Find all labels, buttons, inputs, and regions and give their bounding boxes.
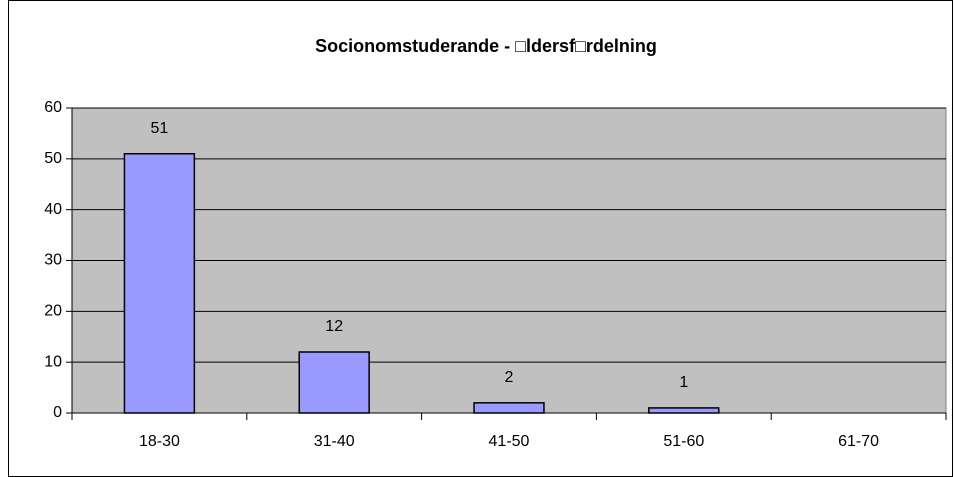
data-label: 51 <box>151 120 169 137</box>
data-label: 1 <box>679 374 688 391</box>
x-tick-label: 61-70 <box>838 433 879 450</box>
bar <box>123 153 196 414</box>
y-tick-label: 30 <box>44 252 62 269</box>
data-label: 2 <box>505 369 514 386</box>
x-tick-label: 41-50 <box>489 433 530 450</box>
bar <box>648 407 720 414</box>
y-tick-label: 60 <box>44 99 62 116</box>
x-tick-label: 18-30 <box>139 433 180 450</box>
bar <box>298 351 370 414</box>
y-tick-label: 50 <box>44 150 62 167</box>
y-tick-label: 0 <box>53 404 62 421</box>
x-tick-label: 31-40 <box>314 433 355 450</box>
x-tick-label: 51-60 <box>663 433 704 450</box>
y-tick-label: 10 <box>44 353 62 370</box>
y-tick-label: 40 <box>44 201 62 218</box>
y-tick-label: 20 <box>44 303 62 320</box>
data-label: 12 <box>325 318 343 335</box>
chart-title: Socionomstuderande - □ldersf□rdelning <box>315 36 657 56</box>
bar <box>473 402 545 414</box>
